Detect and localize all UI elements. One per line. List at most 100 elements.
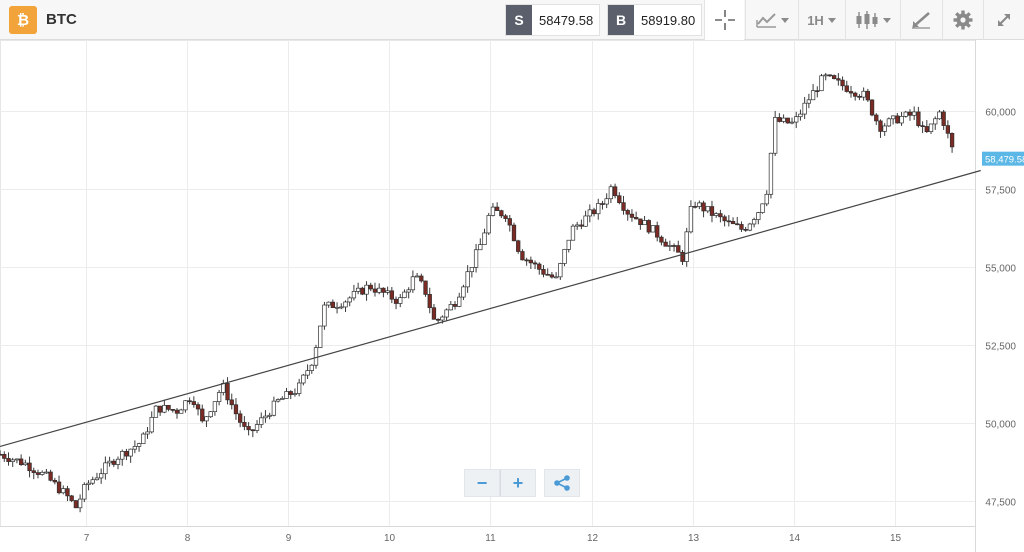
chart-type-button[interactable]	[745, 0, 797, 40]
price-chart[interactable]: 47,500 50,000 52,500 55,000 57,500 60,000 7 8 9 1…	[0, 40, 1024, 552]
candle-body	[377, 287, 382, 293]
x-tick-label: 11	[485, 533, 496, 544]
candle-body	[372, 288, 378, 293]
candle-body	[461, 286, 466, 298]
candlestick-icon	[856, 11, 877, 29]
candle-body	[389, 290, 394, 300]
crosshair-button[interactable]	[704, 0, 744, 40]
candle-body	[869, 99, 875, 116]
candle-body	[575, 224, 580, 227]
candle-body	[945, 125, 951, 134]
candle-body	[406, 289, 411, 293]
candle-body	[31, 470, 36, 473]
candle-body	[0, 453, 3, 456]
sell-price-button[interactable]: S 58479.58	[505, 4, 601, 36]
candle-body	[507, 218, 512, 226]
candle-body	[912, 111, 917, 116]
candle-body	[473, 249, 479, 268]
candle-body	[267, 414, 272, 417]
y-tick-label: 57,500	[985, 186, 1016, 197]
candle-body	[73, 500, 79, 509]
x-tick-label: 9	[286, 533, 292, 544]
candle-body	[612, 186, 618, 197]
candle-body	[558, 263, 563, 278]
drawing-tools-button[interactable]	[900, 0, 941, 40]
candle-body	[280, 398, 285, 400]
crosshair-icon	[714, 10, 735, 30]
candle-body	[448, 304, 453, 311]
candle-body	[827, 74, 833, 77]
buy-price-button[interactable]: B 58919.80	[607, 4, 703, 36]
candle-body	[583, 215, 588, 227]
candle-body	[263, 415, 268, 419]
zoom-in-button[interactable]: +	[500, 469, 536, 497]
x-tick-label: 7	[84, 533, 90, 544]
candle-body	[499, 210, 504, 217]
candle-body	[621, 202, 626, 211]
candle-body	[111, 460, 116, 465]
chevron-down-icon	[882, 17, 891, 23]
zoom-out-button[interactable]: −	[464, 469, 500, 497]
candle-body	[124, 451, 129, 457]
candle-body	[364, 284, 369, 295]
asset-symbol: BTC	[46, 11, 77, 28]
candle-body	[145, 431, 150, 435]
candle-body	[802, 102, 807, 115]
candle-body	[680, 251, 685, 262]
candle-body	[368, 284, 373, 290]
candle-body	[553, 276, 559, 279]
y-tick-label: 60,000	[985, 108, 1016, 119]
candle-body	[667, 245, 673, 247]
candle-body	[297, 382, 302, 394]
candle-body	[768, 152, 774, 195]
settings-button[interactable]	[942, 0, 982, 40]
candle-body	[726, 220, 731, 223]
candle-body	[162, 405, 167, 413]
candle-body	[229, 399, 234, 406]
candle-body	[840, 79, 845, 87]
x-tick-label: 12	[587, 533, 599, 544]
candle-body	[128, 448, 133, 457]
candle-body	[537, 263, 542, 270]
candle-body	[313, 347, 319, 366]
candle-body	[77, 498, 83, 509]
candle-body	[579, 224, 584, 227]
candle-body	[225, 383, 230, 401]
candle-body	[351, 291, 357, 299]
candle-body	[659, 236, 664, 243]
candle-body	[949, 132, 955, 148]
candle-body	[385, 290, 390, 293]
candle-body	[617, 195, 622, 204]
candle-body	[318, 325, 323, 348]
candle-body	[604, 198, 609, 205]
candle-body	[882, 125, 887, 132]
zoom-controls: − +	[464, 469, 580, 497]
candle-body	[836, 78, 841, 81]
x-tick-label: 10	[384, 533, 396, 544]
candle-body	[486, 215, 491, 234]
candle-body	[600, 203, 605, 205]
fullscreen-button[interactable]	[983, 0, 1024, 40]
candle-body	[398, 297, 403, 304]
candle-body	[819, 75, 824, 92]
timeframe-select[interactable]: 1H	[798, 0, 844, 40]
x-tick-label: 14	[789, 533, 801, 544]
share-button[interactable]	[544, 469, 580, 497]
candle-body	[44, 471, 49, 474]
candle-body	[393, 298, 399, 304]
x-tick-label: 15	[890, 533, 902, 544]
candle-body	[516, 240, 521, 252]
candle-body	[739, 224, 744, 230]
zoom-button-group: − +	[464, 469, 536, 497]
candle-body	[874, 114, 879, 122]
candle-body	[309, 364, 314, 371]
candle-body	[469, 267, 475, 273]
candle-body	[6, 458, 11, 462]
current-price-label: 58,479.58	[985, 155, 1024, 166]
candle-body	[596, 203, 601, 215]
candle-style-button[interactable]	[845, 0, 899, 40]
candle-body	[937, 111, 942, 120]
candle-body	[650, 225, 656, 233]
candle-body	[861, 90, 866, 98]
candle-body	[794, 116, 799, 123]
